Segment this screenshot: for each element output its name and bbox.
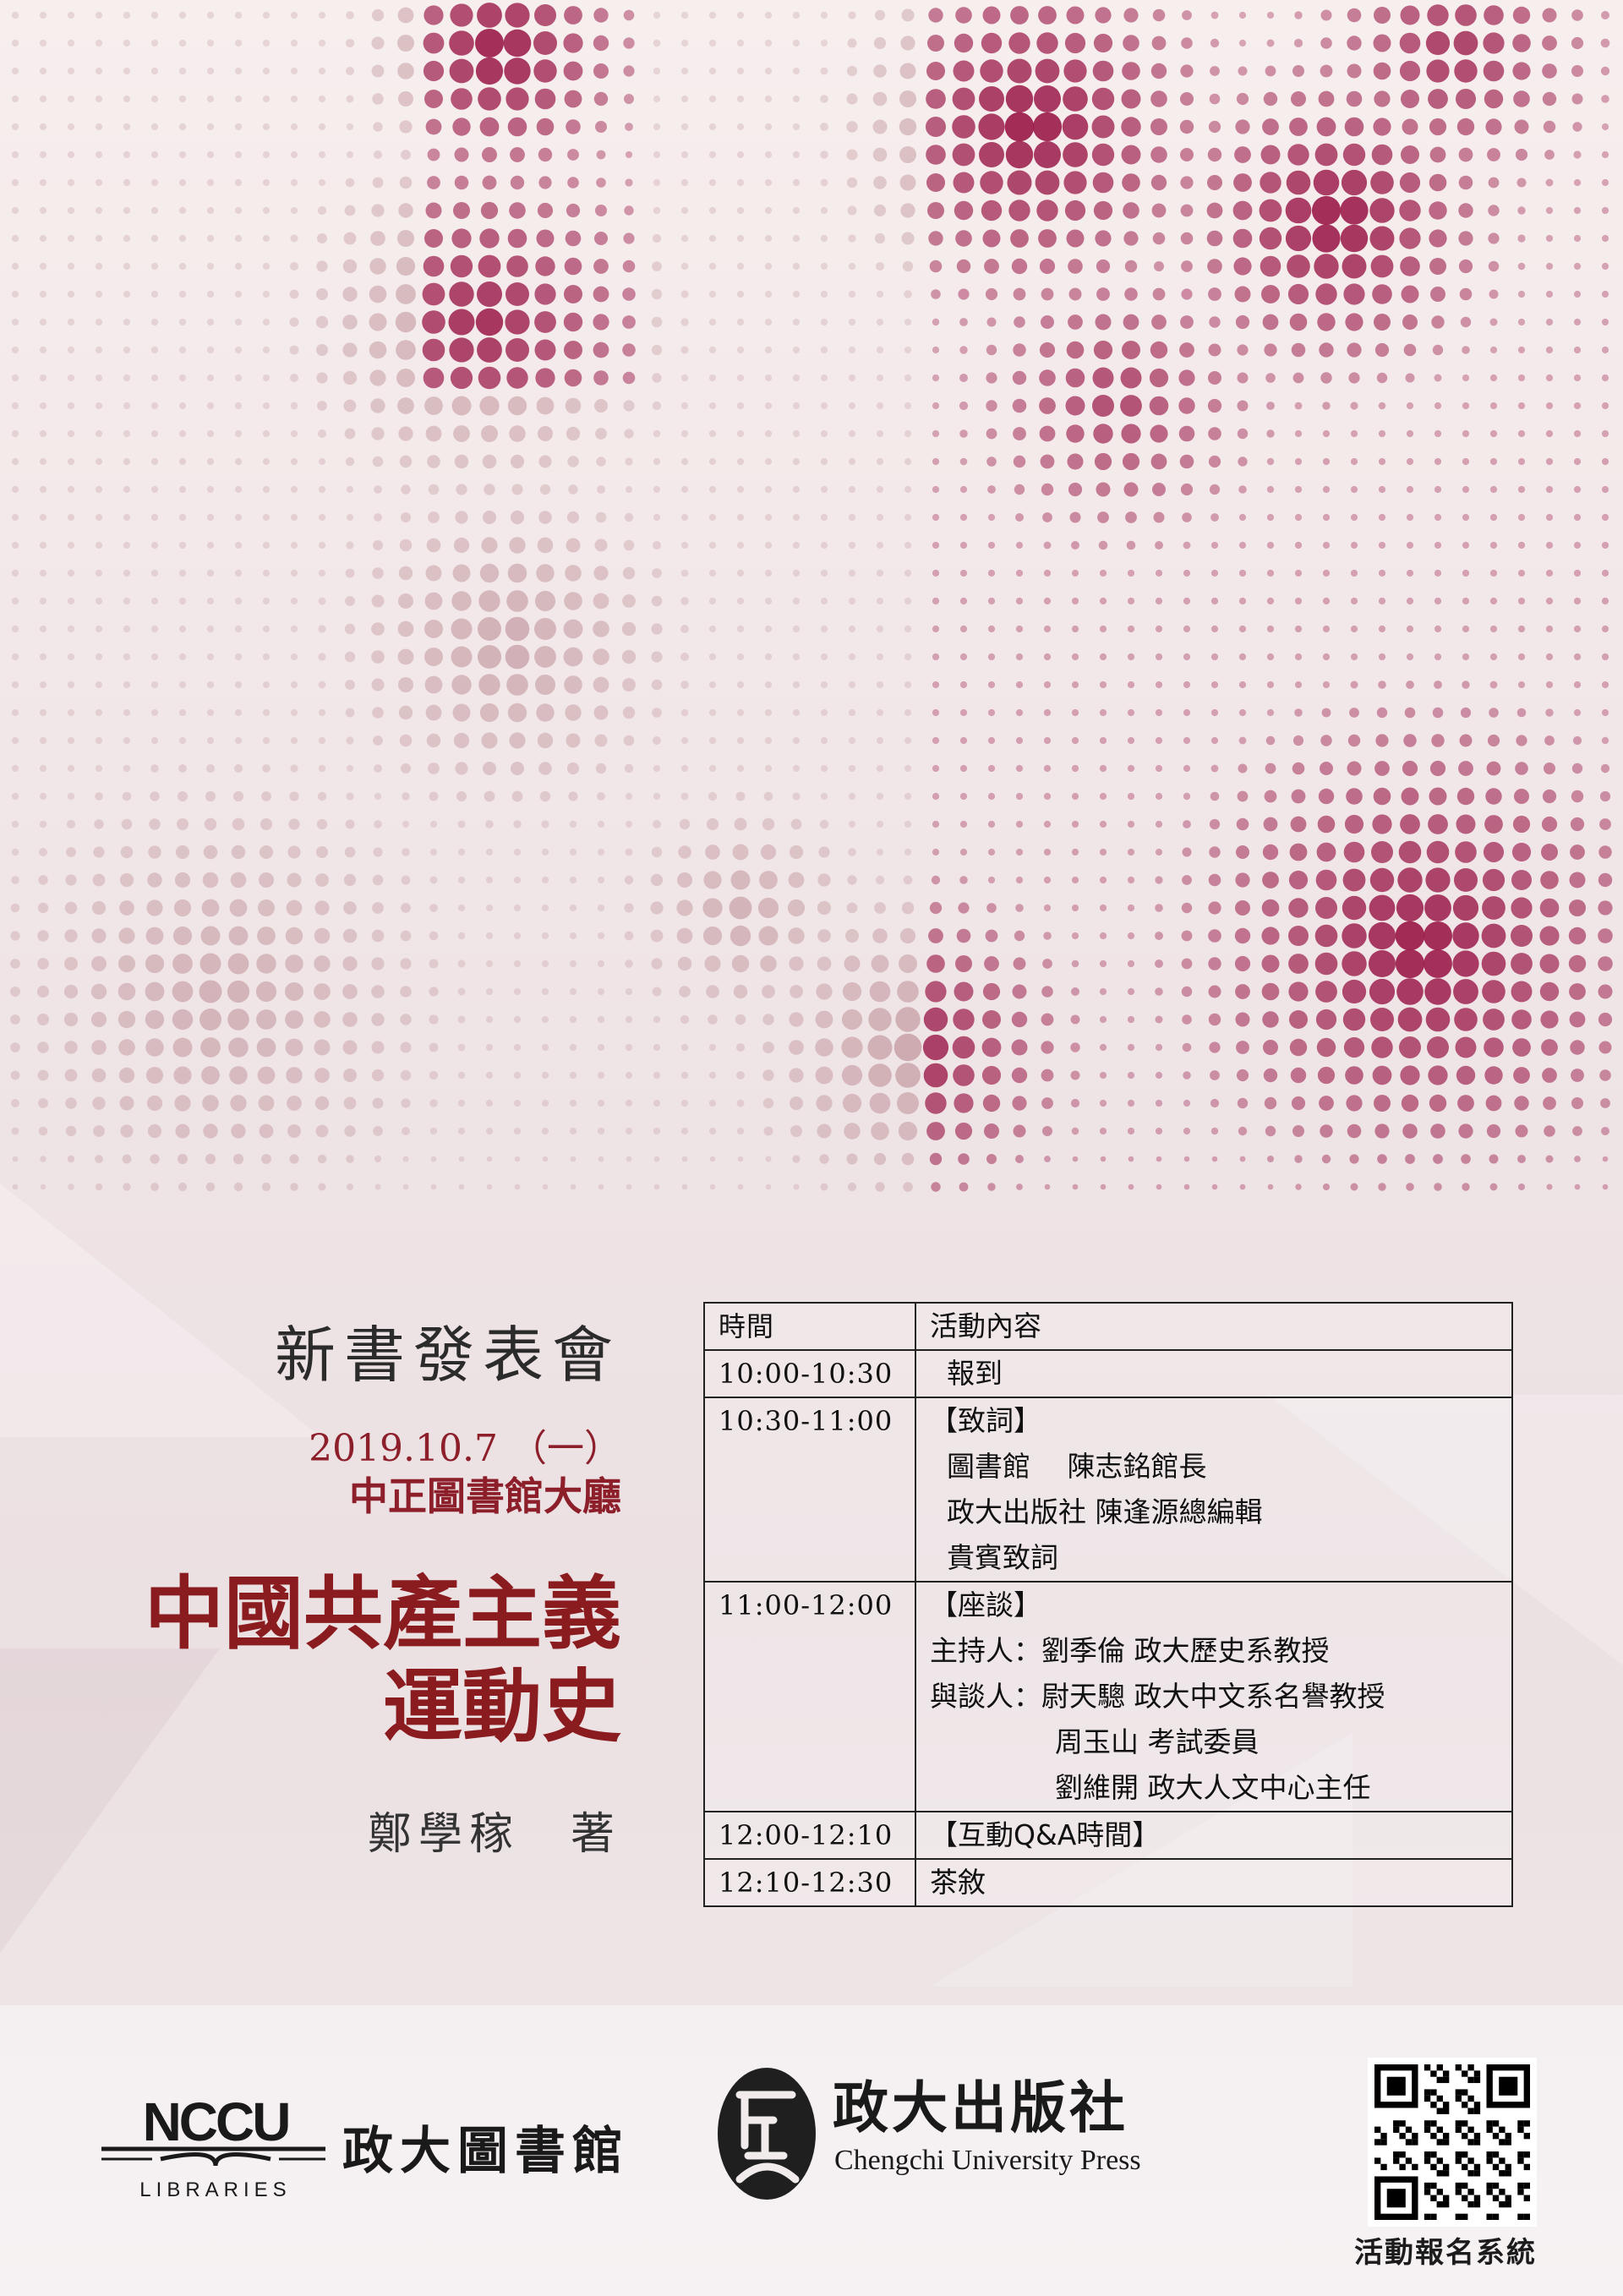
schedule-row: 12:00-12:10 【互動Q&A時間】 (703, 1811, 1513, 1860)
halftone-dot-pattern (10, 3, 1613, 1192)
schedule-time: 12:00-12:10 (703, 1811, 916, 1860)
schedule-header-row: 時間 活動內容 (703, 1302, 1513, 1351)
schedule-row: 10:00-10:30 報到 (703, 1349, 1513, 1398)
activity-line: 【致詞】 (930, 1404, 1041, 1437)
qr-caption: 活動報名系統 (1354, 2236, 1537, 2270)
activity-line: 政大出版社 陳逢源總編輯 (947, 1495, 1263, 1528)
activity-line: 【座談】 (930, 1588, 1041, 1621)
library-wordmark: NCCU (143, 2091, 289, 2152)
registration-qr-code[interactable] (1368, 2058, 1537, 2227)
schedule-table: 時間 活動內容 10:00-10:30 報到 10:30-11:00 【致詞】 圖書館 … (703, 1302, 1513, 1907)
library-sub: LIBRARIES (139, 2178, 291, 2201)
activity-line: 周玉山 考試委員 (1055, 1725, 1260, 1758)
schedule-time: 11:00-12:00 (703, 1581, 916, 1812)
activity-line: 茶敘 (930, 1866, 986, 1899)
schedule-time: 10:00-10:30 (703, 1349, 916, 1398)
press-name: 政大出版社 (833, 2075, 1128, 2140)
book-title-line-1: 中國共產主義 (144, 1567, 621, 1661)
schedule-row: 11:00-12:00 【座談】 主持人：劉季倫 政大歷史系教授 與談人：尉天驄 政大… (703, 1581, 1513, 1812)
activity-line: 與談人：尉天驄 政大中文系名譽教授 (930, 1680, 1385, 1713)
book-title-line-2: 運動史 (382, 1660, 621, 1754)
library-name: 政大圖書館 (342, 2122, 630, 2181)
schedule-activity: 報到 (915, 1349, 1513, 1398)
activity-line: 主持人：劉季倫 政大歷史系教授 (930, 1634, 1330, 1667)
schedule-body: 10:00-10:30 報到 10:30-11:00 【致詞】 圖書館 陳志銘館長 政大出… (703, 1349, 1513, 1907)
schedule-time: 10:30-11:00 (703, 1397, 916, 1583)
schedule-activity: 茶敘 (915, 1858, 1513, 1907)
activity-line: 貴賓致詞 (947, 1541, 1058, 1574)
press-name-en: Chengchi University Press (834, 2145, 1141, 2176)
library-logo: NCCU LIBRARIES 政大圖書館 (101, 2091, 630, 2201)
header-activity: 活動內容 (915, 1302, 1513, 1351)
header-time: 時間 (703, 1302, 916, 1351)
schedule-time: 12:10-12:30 (703, 1858, 916, 1907)
press-seal-icon (718, 2068, 816, 2200)
activity-line: 【互動Q&A時間】 (930, 1818, 1161, 1851)
schedule-activity: 【座談】主持人：劉季倫 政大歷史系教授與談人：尉天驄 政大中文系名譽教授 周玉山 … (915, 1581, 1513, 1812)
activity-line: 報到 (947, 1357, 1003, 1390)
schedule-activity: 【互動Q&A時間】 (915, 1811, 1513, 1860)
schedule-row: 10:30-11:00 【致詞】 圖書館 陳志銘館長 政大出版社 陳逢源總編輯 貴賓致詞 (703, 1397, 1513, 1583)
author: 鄭學稼 著 (367, 1809, 621, 1861)
book-icon (160, 2152, 271, 2167)
activity-line: 圖書館 陳志銘館長 (947, 1450, 1207, 1483)
event-name: 新書發表會 (274, 1320, 621, 1391)
schedule-row: 12:10-12:30 茶敘 (703, 1858, 1513, 1907)
headline-block: 新書發表會 2019.10.7 （一） 中正圖書館大廳 中國共產主義 運動史 鄭… (101, 1319, 621, 1861)
activity-line: 劉維開 政大人文中心主任 (1055, 1771, 1371, 1804)
book-title: 中國共產主義 運動史 (101, 1567, 621, 1754)
schedule-activity: 【致詞】圖書館 陳志銘館長政大出版社 陳逢源總編輯 貴賓致詞 (915, 1397, 1513, 1583)
press-logo: 政大出版社 Chengchi University Press (718, 2068, 1141, 2200)
event-venue: 中正圖書館大廳 (349, 1473, 621, 1520)
event-date: 2019.10.7 （一） (309, 1427, 621, 1471)
